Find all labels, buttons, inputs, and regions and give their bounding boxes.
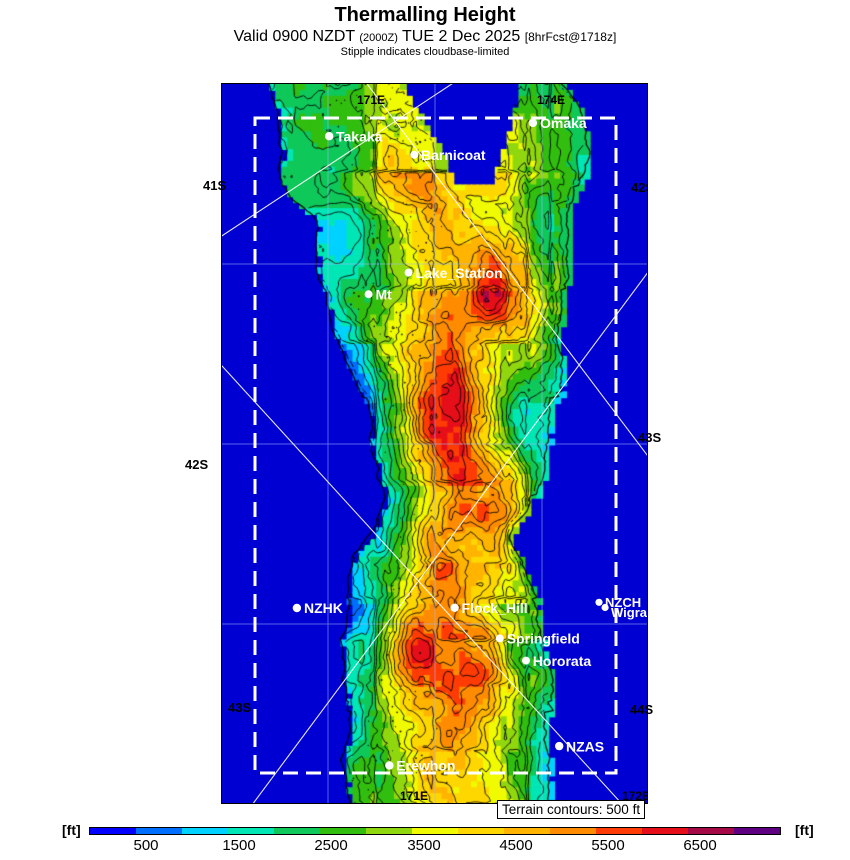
svg-text:6500: 6500 bbox=[683, 837, 716, 854]
svg-text:500: 500 bbox=[133, 837, 158, 854]
svg-text:3500: 3500 bbox=[407, 837, 440, 854]
svg-text:4500: 4500 bbox=[499, 837, 532, 854]
svg-text:2500: 2500 bbox=[314, 837, 347, 854]
svg-text:1500: 1500 bbox=[222, 837, 255, 854]
svg-text:5500: 5500 bbox=[591, 837, 624, 854]
